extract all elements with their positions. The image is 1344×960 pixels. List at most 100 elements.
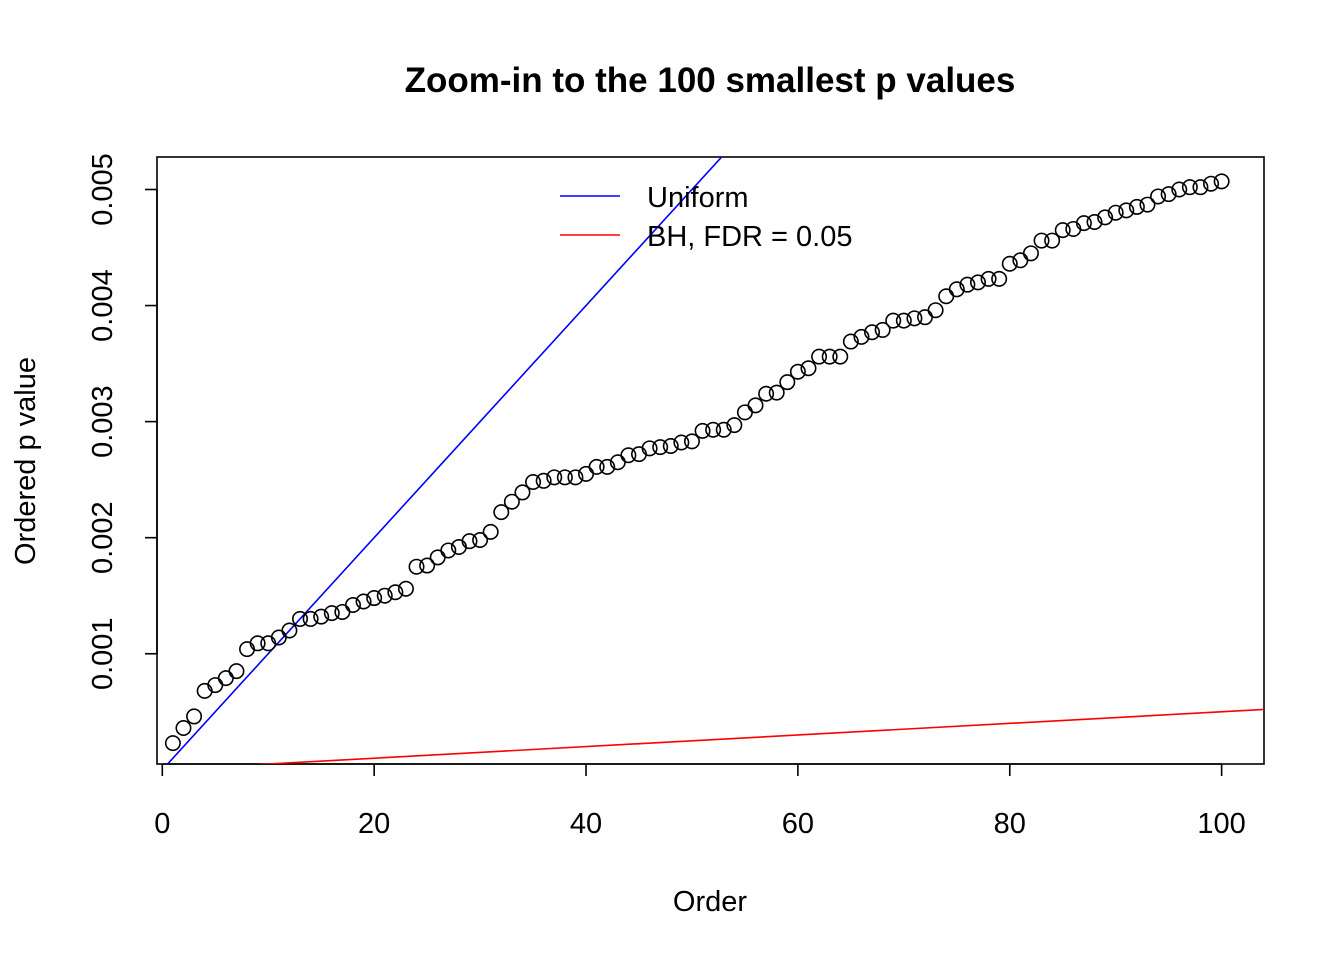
x-tick-label: 20 <box>358 808 390 840</box>
data-point <box>736 404 753 421</box>
data-point <box>344 596 361 613</box>
data-point <box>196 682 213 699</box>
legend-label-uniform: Uniform <box>647 182 749 214</box>
data-point <box>832 348 849 365</box>
data-point <box>1097 209 1114 226</box>
legend: Uniform BH, FDR = 0.05 <box>560 182 853 253</box>
data-point <box>789 363 806 380</box>
y-axis: 0.001 0.002 0.003 0.004 0.005 <box>87 153 158 690</box>
data-point <box>207 677 224 694</box>
data-point <box>461 533 478 550</box>
data-point <box>387 584 404 601</box>
data-point <box>366 590 383 607</box>
data-point <box>991 270 1008 287</box>
data-point <box>313 608 330 625</box>
y-axis-label: Ordered p value <box>10 357 42 565</box>
y-tick-label: 0.004 <box>87 269 119 342</box>
data-point <box>758 385 775 402</box>
x-axis: 0 20 40 60 80 100 <box>154 763 1246 840</box>
reference-line <box>253 708 1264 764</box>
data-point <box>1118 202 1135 219</box>
data-point <box>683 433 700 450</box>
data-point <box>514 484 531 501</box>
legend-label-bh: BH, FDR = 0.05 <box>647 221 853 253</box>
y-tick-label: 0.003 <box>87 385 119 458</box>
data-point <box>652 439 669 456</box>
y-tick-label: 0.002 <box>87 501 119 574</box>
data-point <box>694 422 711 439</box>
data-point <box>376 587 393 604</box>
data-point <box>429 549 446 566</box>
data-point <box>811 348 828 365</box>
data-point <box>1065 220 1082 237</box>
data-point <box>260 635 277 652</box>
data-point <box>217 670 234 687</box>
x-tick-label: 100 <box>1197 808 1245 840</box>
data-point <box>885 312 902 329</box>
data-point <box>186 708 203 725</box>
data-point <box>842 333 859 350</box>
data-point <box>334 603 351 620</box>
data-point <box>249 635 266 652</box>
data-point <box>1022 245 1039 262</box>
data-point <box>292 610 309 627</box>
data-point <box>853 328 870 345</box>
data-point <box>1181 179 1198 196</box>
data-point <box>641 440 658 457</box>
data-point <box>630 446 647 463</box>
data-point <box>705 421 722 438</box>
data-point <box>1203 175 1220 192</box>
data-point <box>1150 188 1167 205</box>
data-point <box>959 276 976 293</box>
data-point <box>1160 186 1177 203</box>
data-point <box>482 523 499 540</box>
data-point <box>1171 181 1188 198</box>
data-point <box>1192 179 1209 196</box>
data-point <box>1001 255 1018 272</box>
data-point <box>1044 232 1061 249</box>
data-point <box>800 360 817 377</box>
data-point <box>355 593 372 610</box>
data-point <box>164 735 181 752</box>
data-point <box>556 469 573 486</box>
data-point <box>567 469 584 486</box>
data-point <box>980 270 997 287</box>
data-point <box>768 384 785 401</box>
data-point <box>662 437 679 454</box>
x-tick-label: 0 <box>154 808 170 840</box>
data-point <box>472 532 489 549</box>
data-point <box>895 312 912 329</box>
data-point <box>620 447 637 464</box>
data-point <box>948 281 965 298</box>
data-point <box>535 472 552 489</box>
data-point <box>1107 204 1124 221</box>
data-point <box>419 557 436 574</box>
data-point <box>1139 196 1156 213</box>
data-point <box>599 458 616 475</box>
data-point <box>917 309 934 326</box>
data-point <box>715 421 732 438</box>
data-points <box>164 173 1230 752</box>
data-point <box>397 580 414 597</box>
data-point <box>747 397 764 414</box>
data-point <box>175 720 192 737</box>
data-point <box>1128 198 1145 215</box>
chart-title: Zoom-in to the 100 smallest p values <box>405 61 1016 100</box>
data-point <box>874 321 891 338</box>
x-tick-label: 60 <box>782 808 814 840</box>
data-point <box>927 302 944 319</box>
data-point <box>239 641 256 658</box>
data-point <box>726 417 743 434</box>
data-point <box>1054 222 1071 239</box>
data-point <box>503 493 520 510</box>
data-point <box>302 610 319 627</box>
data-point <box>906 310 923 327</box>
data-point <box>938 288 955 305</box>
x-axis-label: Order <box>673 886 747 918</box>
data-point <box>969 274 986 291</box>
x-tick-label: 80 <box>994 808 1026 840</box>
data-point <box>493 504 510 521</box>
data-point <box>440 542 457 559</box>
data-point <box>1075 215 1092 232</box>
